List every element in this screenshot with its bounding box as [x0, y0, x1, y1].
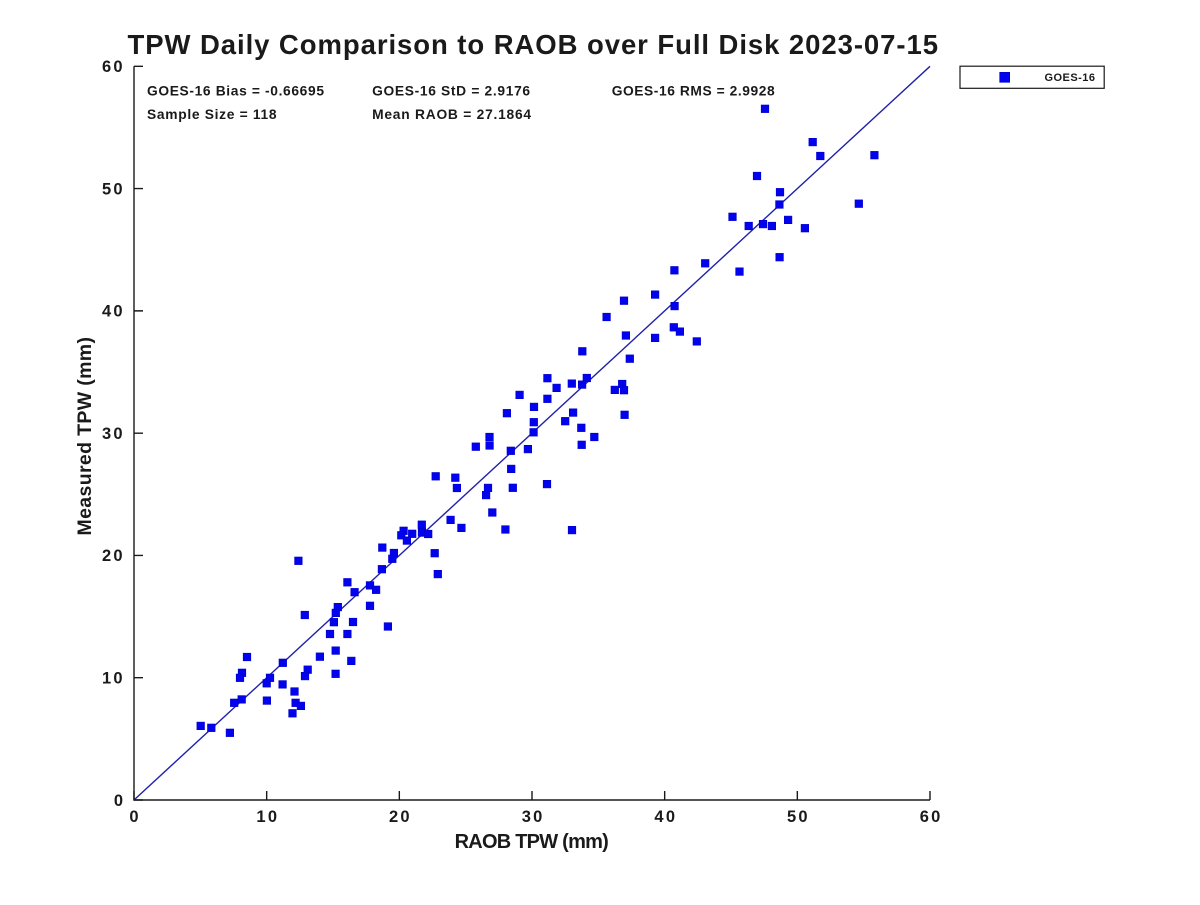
svg-text:GOES-16 RMS = 2.9928: GOES-16 RMS = 2.9928 — [612, 84, 775, 99]
svg-text:GOES-16: GOES-16 — [1045, 72, 1096, 84]
svg-text:RAOB TPW (mm): RAOB TPW (mm) — [455, 831, 609, 853]
svg-text:Measured TPW (mm): Measured TPW (mm) — [74, 337, 96, 536]
svg-text:GOES-16 StD = 2.9176: GOES-16 StD = 2.9176 — [372, 84, 530, 99]
svg-text:Mean RAOB = 27.1864: Mean RAOB = 27.1864 — [372, 107, 531, 122]
svg-text:Sample Size = 118: Sample Size = 118 — [147, 107, 277, 122]
svg-text:TPW Daily Comparison to RAOB o: TPW Daily Comparison to RAOB over Full D… — [128, 29, 939, 60]
svg-text:0: 0 — [114, 792, 123, 810]
svg-text:GOES-16 Bias = -0.66695: GOES-16 Bias = -0.66695 — [147, 84, 324, 99]
svg-text:0: 0 — [129, 808, 138, 826]
